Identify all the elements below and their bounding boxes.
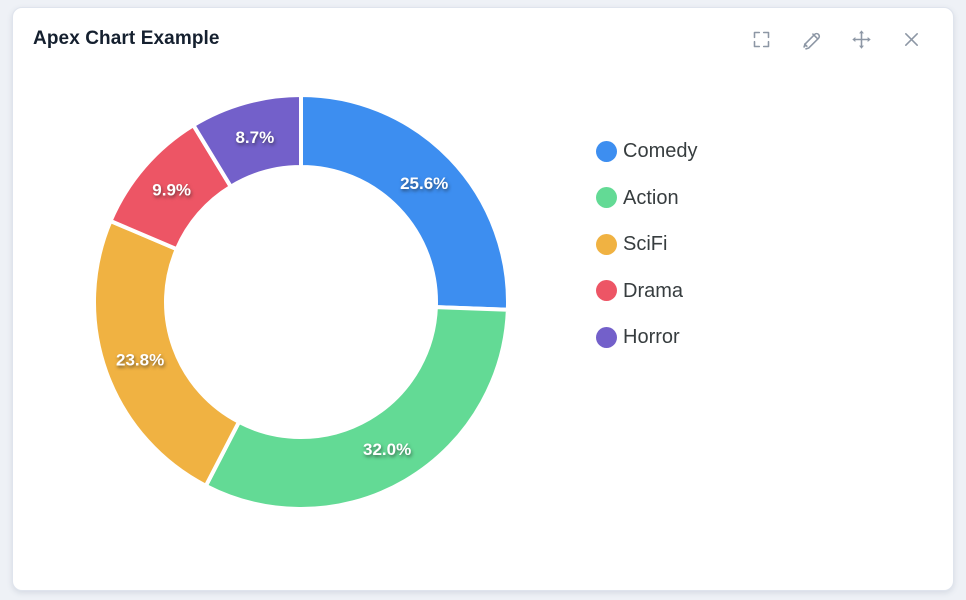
- donut-slice-scifi[interactable]: [92, 218, 241, 488]
- legend-label: Horror: [623, 326, 680, 348]
- move-button[interactable]: [842, 24, 881, 54]
- legend-marker: [596, 233, 617, 255]
- card-header: Apex Chart Example: [13, 8, 953, 54]
- legend-label: Comedy: [623, 140, 698, 162]
- donut-slice-horror[interactable]: [191, 93, 303, 189]
- chart-legend: Comedy Action SciFi Drama Horror: [596, 136, 697, 369]
- move-icon: [852, 29, 871, 49]
- close-button[interactable]: [892, 24, 931, 54]
- close-icon: [905, 32, 918, 46]
- donut-slice-action[interactable]: [203, 305, 510, 511]
- legend-label: Drama: [623, 279, 684, 302]
- legend-marker: [596, 140, 617, 162]
- legend-item-action[interactable]: Action: [596, 183, 697, 213]
- legend-item-horror[interactable]: Horror: [596, 322, 697, 352]
- fullscreen-icon: [753, 31, 770, 47]
- legend-marker: [596, 280, 617, 301]
- chart-title: Apex Chart Example: [33, 28, 220, 49]
- legend-label: Action: [623, 186, 679, 209]
- legend-item-comedy[interactable]: Comedy: [596, 136, 697, 166]
- legend-label: SciFi: [623, 233, 668, 255]
- legend-marker: [596, 187, 617, 208]
- legend-marker: [596, 326, 617, 348]
- legend-item-drama[interactable]: Drama: [596, 276, 697, 306]
- edit-button[interactable]: [792, 24, 831, 54]
- fullscreen-button[interactable]: [742, 24, 781, 54]
- pencil-icon: [803, 32, 821, 50]
- legend-item-scifi[interactable]: SciFi: [596, 229, 697, 259]
- header-actions: [742, 24, 931, 54]
- donut-slice-comedy[interactable]: [299, 93, 510, 312]
